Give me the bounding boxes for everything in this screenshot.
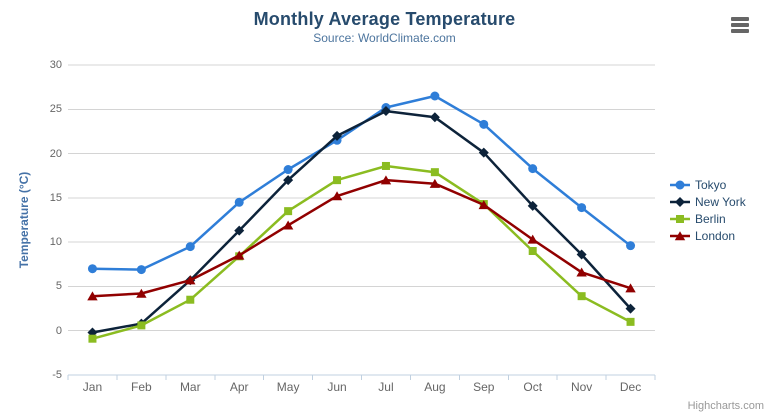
x-tick-label-sep: Sep: [473, 380, 495, 394]
legend-label: New York: [695, 194, 746, 209]
x-tick-label-oct: Oct: [523, 380, 543, 394]
point-tokyo-oct[interactable]: [528, 164, 538, 174]
point-new-york-aug[interactable]: [429, 112, 440, 123]
point-london-jan[interactable]: [87, 291, 98, 301]
series-line-berlin: [91, 164, 632, 340]
x-tick-label-jan: Jan: [82, 380, 103, 394]
hamburger-icon: [731, 17, 749, 21]
point-london-jun[interactable]: [331, 191, 343, 201]
series-line-new-york: [91, 109, 632, 334]
square-glyph: [676, 214, 684, 223]
series-line-tokyo: [91, 94, 632, 271]
point-berlin-aug[interactable]: [430, 168, 439, 177]
point-tokyo-aug[interactable]: [430, 91, 440, 101]
point-new-york-nov[interactable]: [576, 249, 587, 260]
y-tick-label: -5: [52, 369, 62, 381]
point-london-jul[interactable]: [380, 175, 392, 185]
point-tokyo-sep[interactable]: [479, 119, 489, 129]
chart-title: Monthly Average Temperature: [253, 9, 516, 29]
point-london-sep[interactable]: [478, 200, 489, 210]
point-new-york-dec[interactable]: [625, 303, 636, 314]
legend-item-tokyo[interactable]: Tokyo: [670, 176, 746, 193]
legend: Tokyo New York Berlin London: [670, 176, 746, 244]
triangle-glyph: [674, 230, 686, 240]
point-london-aug[interactable]: [429, 178, 441, 188]
x-tick-label-feb: Feb: [131, 380, 152, 394]
x-tick-label-mar: Mar: [179, 380, 201, 394]
point-london-apr[interactable]: [234, 250, 245, 260]
hamburger-icon: [731, 23, 749, 27]
legend-item-berlin[interactable]: Berlin: [670, 210, 746, 227]
export-menu-button[interactable]: [728, 13, 754, 37]
point-berlin-nov[interactable]: [577, 292, 586, 301]
chart-subtitle: Source: WorldClimate.com: [313, 31, 456, 45]
point-tokyo-nov[interactable]: [577, 203, 587, 213]
point-new-york-apr[interactable]: [234, 225, 245, 236]
y-tick-label: 20: [49, 147, 62, 160]
point-new-york-may[interactable]: [283, 175, 294, 186]
point-berlin-dec[interactable]: [626, 317, 635, 326]
y-tick-label: 10: [49, 236, 62, 249]
legend-label: Tokyo: [695, 177, 727, 192]
point-london-may[interactable]: [282, 220, 294, 230]
point-tokyo-feb[interactable]: [136, 265, 146, 275]
x-tick-label-may: May: [276, 380, 300, 394]
circle-series-marker-icon: [670, 180, 690, 189]
credits-link[interactable]: Highcharts.com: [687, 400, 764, 412]
point-new-york-sep[interactable]: [478, 147, 489, 158]
point-berlin-jan[interactable]: [88, 334, 97, 343]
point-berlin-oct[interactable]: [528, 247, 537, 255]
point-berlin-jun[interactable]: [333, 176, 342, 185]
point-tokyo-jan[interactable]: [87, 264, 97, 274]
x-tick-label-nov: Nov: [570, 380, 593, 394]
point-london-oct[interactable]: [527, 234, 538, 244]
legend-label: Berlin: [695, 211, 726, 226]
legend-item-london[interactable]: London: [670, 227, 746, 244]
x-tick-label-jul: Jul: [378, 380, 394, 394]
point-tokyo-may[interactable]: [283, 165, 293, 175]
point-berlin-mar[interactable]: [186, 295, 195, 304]
x-tick-label-apr: Apr: [229, 380, 249, 394]
point-berlin-may[interactable]: [284, 207, 293, 216]
legend-item-new-york[interactable]: New York: [670, 193, 746, 210]
point-berlin-feb[interactable]: [137, 321, 146, 330]
y-tick-label: 15: [49, 191, 62, 204]
triangle-series-marker-icon: [670, 230, 690, 240]
point-london-feb[interactable]: [136, 288, 147, 298]
square-series-marker-icon: [670, 214, 690, 223]
point-tokyo-apr[interactable]: [234, 197, 244, 207]
point-london-dec[interactable]: [625, 283, 636, 293]
circle-glyph: [675, 180, 685, 189]
series-line-london: [91, 178, 632, 298]
x-tick-label-dec: Dec: [619, 380, 642, 394]
y-tick-label: 5: [55, 280, 62, 293]
y-tick-label: 25: [49, 103, 62, 116]
legend-label: London: [695, 228, 736, 243]
point-tokyo-dec[interactable]: [626, 241, 636, 251]
x-tick-label-jun: Jun: [327, 380, 347, 394]
diamond-series-marker-icon: [670, 196, 690, 207]
diamond-glyph: [675, 196, 685, 207]
point-new-york-jun[interactable]: [332, 130, 343, 141]
x-tick-label-aug: Aug: [424, 380, 446, 394]
y-tick-label: 0: [55, 324, 62, 337]
point-london-nov[interactable]: [576, 267, 587, 277]
point-new-york-oct[interactable]: [527, 200, 538, 211]
point-berlin-jul[interactable]: [381, 161, 390, 170]
point-tokyo-mar[interactable]: [185, 242, 195, 252]
point-new-york-jul[interactable]: [380, 106, 391, 117]
y-tick-label: 30: [49, 59, 62, 71]
hamburger-icon: [731, 29, 749, 33]
point-london-mar[interactable]: [185, 275, 196, 285]
